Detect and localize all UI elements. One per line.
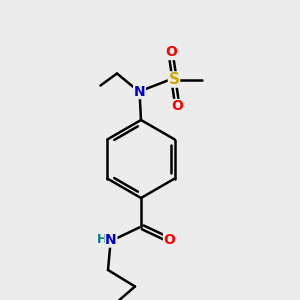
Text: O: O [165,46,177,59]
Text: N: N [134,85,145,98]
Text: O: O [164,233,175,247]
Text: N: N [105,233,117,247]
Text: S: S [169,72,179,87]
Text: O: O [171,100,183,113]
Text: H: H [97,232,107,246]
